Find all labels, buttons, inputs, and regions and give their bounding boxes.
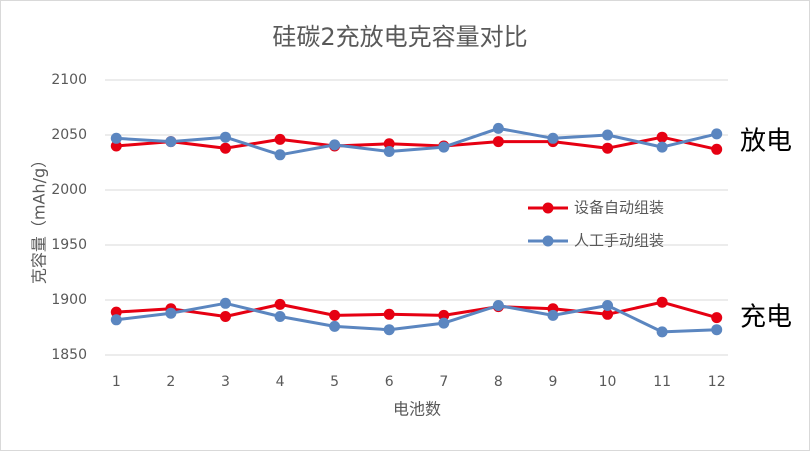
- marker: [219, 311, 231, 322]
- marker: [656, 141, 668, 153]
- y-tick-label: 2000: [51, 182, 87, 198]
- marker: [165, 136, 177, 148]
- marker: [110, 314, 122, 326]
- marker: [711, 324, 723, 336]
- marker: [547, 132, 559, 144]
- x-tick-label: 10: [599, 374, 617, 390]
- marker: [219, 142, 231, 154]
- marker: [274, 149, 286, 161]
- marker: [329, 139, 341, 151]
- marker: [492, 122, 504, 134]
- y-tick-label: 1900: [51, 292, 87, 308]
- marker: [711, 128, 723, 140]
- y-tick-label: 1950: [51, 237, 87, 253]
- chart-title: 硅碳2充放电克容量对比: [272, 23, 527, 51]
- marker: [602, 142, 614, 154]
- marker: [110, 140, 122, 152]
- marker: [383, 308, 395, 320]
- marker: [383, 324, 395, 336]
- marker: [329, 309, 341, 321]
- marker: [383, 138, 395, 150]
- marker: [656, 131, 668, 143]
- line: [116, 300, 718, 320]
- x-tick-label: 12: [708, 374, 726, 390]
- marker: [656, 296, 668, 308]
- marker: [602, 129, 614, 141]
- line: [116, 126, 718, 157]
- marker: [711, 312, 723, 324]
- marker: [438, 317, 450, 329]
- y-tick-label: 2100: [51, 72, 87, 88]
- x-tick-label: 6: [385, 374, 394, 390]
- marker: [711, 143, 723, 155]
- marker: [274, 133, 286, 145]
- x-axis-label: 电池数: [393, 400, 441, 419]
- marker: [492, 136, 504, 148]
- marker: [219, 297, 231, 309]
- x-tick-label: 7: [439, 374, 448, 390]
- legend-marker: [542, 235, 554, 247]
- x-tick-label: 8: [494, 374, 503, 390]
- marker: [492, 300, 504, 311]
- marker: [602, 308, 614, 320]
- marker: [438, 141, 450, 153]
- marker: [110, 132, 122, 144]
- marker: [547, 309, 559, 321]
- marker: [438, 309, 450, 321]
- line: [116, 301, 717, 334]
- y-tick-label: 2050: [51, 127, 87, 143]
- x-tick-label: 11: [653, 374, 671, 390]
- x-tick-label: 5: [330, 374, 339, 390]
- line: [116, 135, 718, 151]
- legend-label: 设备自动组装: [574, 199, 664, 217]
- marker: [329, 320, 341, 332]
- legend-marker: [542, 202, 554, 214]
- x-tick-label: 9: [548, 374, 557, 390]
- marker: [274, 311, 286, 322]
- x-tick-label: 2: [166, 374, 175, 390]
- marker: [383, 146, 395, 157]
- annotation: 充电: [740, 303, 792, 333]
- marker: [219, 131, 231, 143]
- x-tick-label: 4: [276, 374, 285, 390]
- x-tick-label: 3: [221, 374, 230, 390]
- x-tick-label: 1: [112, 374, 121, 390]
- y-axis-label: 克容量（mAh/g）: [30, 152, 49, 284]
- marker: [602, 300, 614, 311]
- marker: [656, 326, 668, 338]
- annotation: 放电: [740, 127, 792, 157]
- marker: [110, 306, 122, 318]
- marker: [165, 307, 177, 319]
- marker: [274, 298, 286, 310]
- legend-label: 人工手动组装: [574, 232, 664, 250]
- y-tick-label: 1850: [51, 347, 87, 363]
